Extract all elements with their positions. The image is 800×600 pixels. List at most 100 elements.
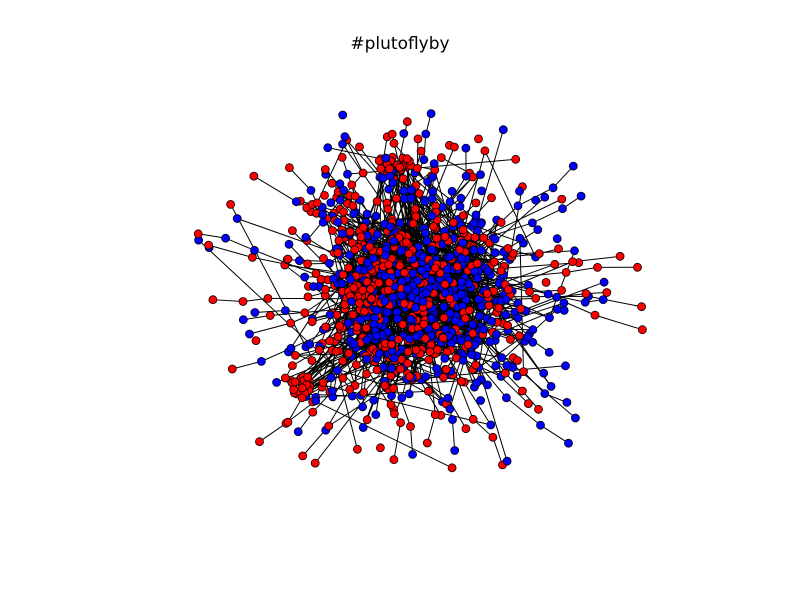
graph-node-red <box>350 245 360 255</box>
graph-node-blue <box>502 361 512 370</box>
graph-node-red <box>387 129 397 139</box>
graph-node-red <box>375 443 385 453</box>
graph-node-blue <box>305 339 315 349</box>
graph-node-red <box>290 377 300 387</box>
graph-node-blue <box>294 256 304 266</box>
graph-node-red <box>208 295 218 305</box>
graph-node-blue <box>399 186 409 196</box>
graph-node-red <box>503 243 513 253</box>
graph-node-blue <box>515 186 524 196</box>
graph-node-red <box>352 322 362 332</box>
graph-node-blue <box>358 402 368 412</box>
graph-node-red <box>503 285 513 295</box>
graph-node-blue <box>456 336 466 346</box>
graph-node-red <box>344 263 354 273</box>
graph-node-blue <box>393 314 403 324</box>
graph-node-blue <box>381 153 391 163</box>
graph-node-red <box>541 277 551 287</box>
graph-edge <box>556 293 586 298</box>
graph-node-red <box>482 289 492 299</box>
graph-node-red <box>402 117 412 127</box>
graph-node-blue <box>558 204 567 214</box>
graph-node-red <box>338 356 348 366</box>
graph-node-blue <box>512 371 522 381</box>
graph-node-red <box>331 347 341 356</box>
graph-node-red <box>395 261 405 271</box>
graph-node-blue <box>371 306 381 315</box>
graph-node-red <box>419 319 429 329</box>
graph-node-blue <box>389 353 399 363</box>
graph-edge <box>523 371 546 394</box>
graph-node-red <box>249 171 259 181</box>
graph-node-red <box>405 372 415 381</box>
graph-node-red <box>531 293 541 303</box>
graph-node-red <box>414 189 424 198</box>
graph-node-red <box>461 424 471 434</box>
graph-node-blue <box>340 132 350 142</box>
graph-node-blue <box>338 139 348 149</box>
graph-node-red <box>524 399 533 409</box>
graph-node-blue <box>576 191 586 201</box>
graph-node-blue <box>421 129 431 139</box>
graph-node-red <box>384 260 394 270</box>
graph-node-red <box>602 288 612 297</box>
graph-node-blue <box>397 291 407 301</box>
graph-node-blue <box>245 329 254 339</box>
graph-node-red <box>280 373 290 383</box>
graph-edge <box>492 437 503 466</box>
graph-node-red <box>505 334 515 344</box>
graph-node-red <box>593 262 602 272</box>
graph-node-blue <box>413 276 423 286</box>
graph-node-red <box>471 198 481 208</box>
graph-node-blue <box>523 332 533 342</box>
graph-node-red <box>289 385 299 395</box>
graph-node-blue <box>250 245 259 255</box>
graph-node-blue <box>513 201 523 211</box>
graph-node-blue <box>395 218 405 228</box>
graph-node-blue <box>492 329 502 339</box>
graph-node-red <box>339 207 348 217</box>
graph-edge <box>426 414 436 444</box>
graph-node-red <box>519 367 528 377</box>
graph-node-blue <box>483 380 492 390</box>
graph-node-blue <box>497 353 507 363</box>
graph-node-blue <box>467 350 477 360</box>
graph-node-red <box>320 190 329 200</box>
graph-node-blue <box>427 211 437 221</box>
graph-node-red <box>374 278 384 288</box>
graph-node-blue <box>461 295 471 305</box>
graph-node-blue <box>383 308 392 317</box>
graph-node-red <box>308 407 318 417</box>
graph-node-blue <box>552 234 562 244</box>
graph-node-red <box>338 373 348 383</box>
graph-node-blue <box>456 289 466 299</box>
graph-node-red <box>358 222 368 232</box>
graph-node-blue <box>456 193 466 203</box>
figure-title: #plutoflyby <box>350 34 450 54</box>
graph-node-blue <box>457 277 466 287</box>
graph-node-red <box>438 372 448 382</box>
graph-node-red <box>347 180 357 190</box>
graph-node-blue <box>445 404 455 414</box>
graph-node-red <box>227 364 237 374</box>
graph-edge <box>594 314 643 331</box>
graph-node-blue <box>318 217 328 227</box>
graph-node-blue <box>421 372 431 382</box>
graph-node-red <box>321 322 331 332</box>
graph-edge <box>472 418 494 438</box>
graph-node-red <box>430 410 440 420</box>
graph-node-red <box>557 285 566 295</box>
graph-node-red <box>402 154 412 164</box>
graph-node-red <box>411 345 421 355</box>
graph-node-blue <box>407 185 416 195</box>
graph-edge <box>253 175 297 203</box>
graph-node-blue <box>426 109 436 118</box>
graph-edge <box>441 157 470 174</box>
graph-node-red <box>472 258 482 268</box>
graph-node-blue <box>420 228 430 238</box>
graph-node-red <box>431 321 441 331</box>
graph-node-red <box>396 418 406 428</box>
graph-node-blue <box>238 315 248 325</box>
graph-node-red <box>429 222 438 231</box>
graph-edge <box>359 146 384 179</box>
